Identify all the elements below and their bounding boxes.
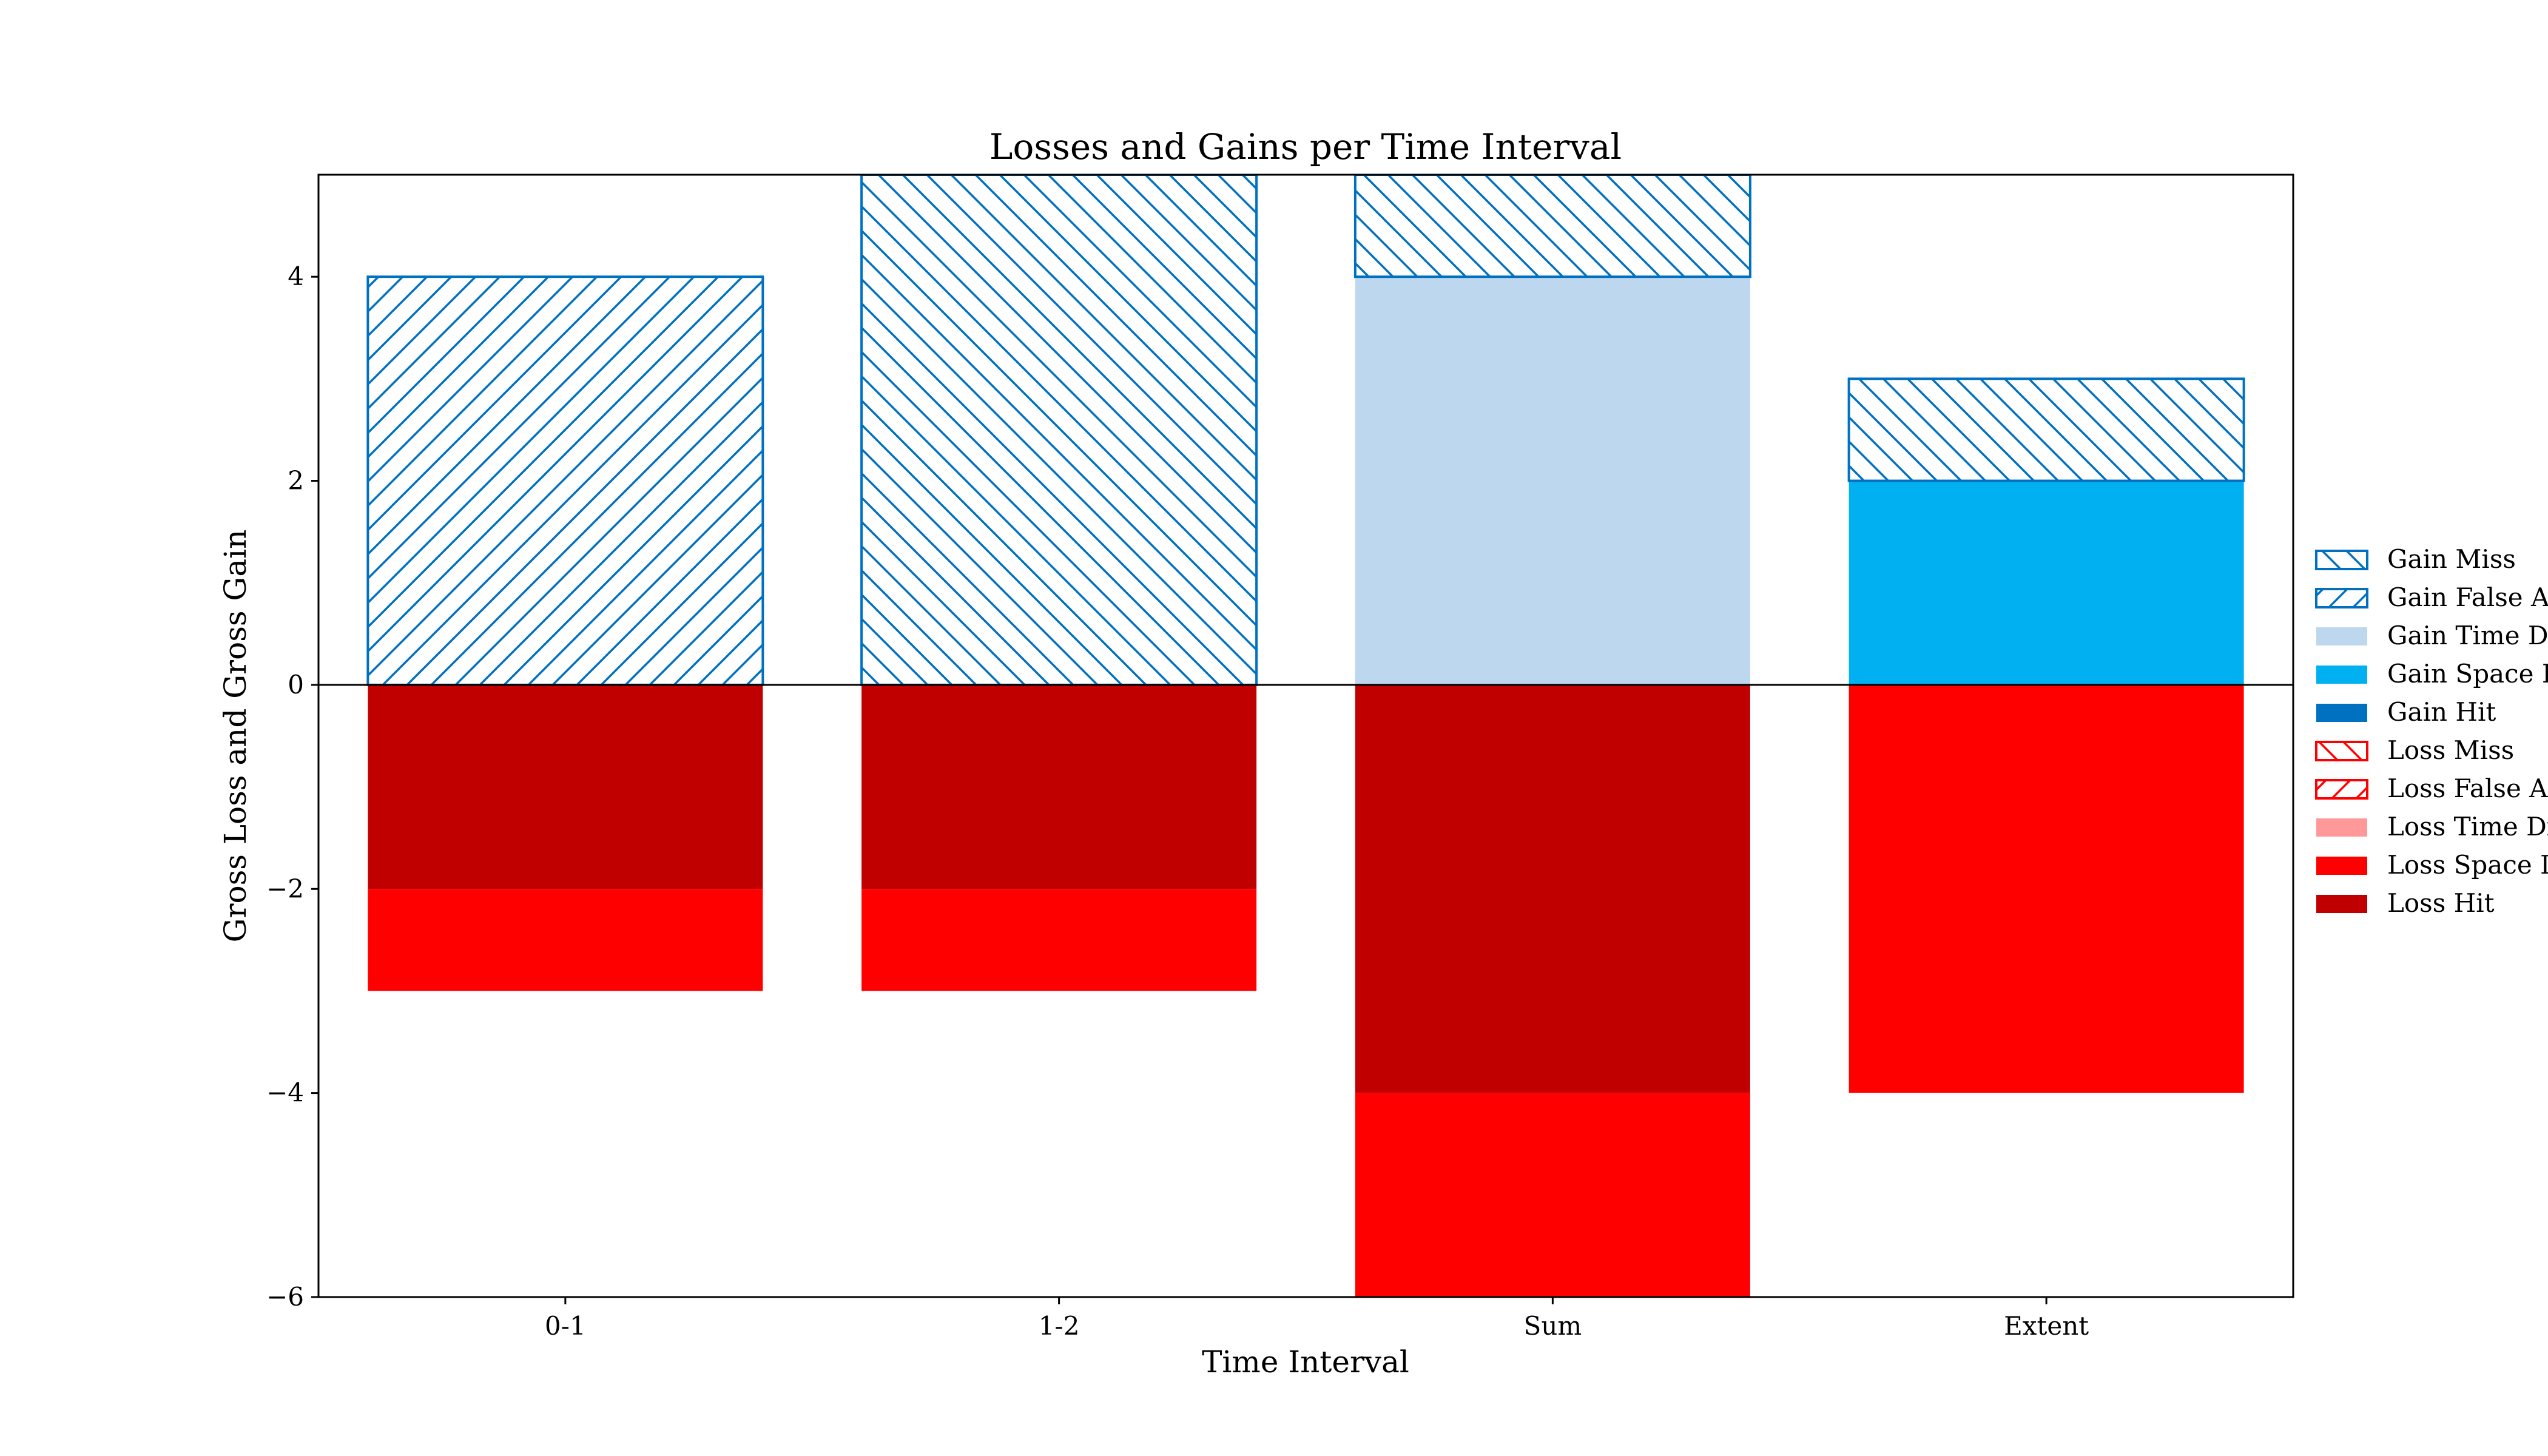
bar-gain-false-alarm-0-1: [366, 275, 764, 686]
y-tick-label: −4: [266, 1078, 304, 1108]
bar-gain-time-displacement-sum: [1355, 277, 1750, 685]
bar-loss-space-displacement-1-2: [861, 889, 1257, 991]
legend-swatch-loss-hit: [2316, 895, 2367, 913]
bar-gain-miss-sum: [1353, 175, 1751, 278]
legend-label: Loss Miss: [2387, 735, 2514, 765]
legend-label: Loss Time Displacement: [2387, 812, 2548, 841]
x-tick-label: 0-1: [545, 1311, 586, 1341]
x-tick-label: Extent: [2004, 1311, 2089, 1341]
bar-gain-space-displacement-extent: [1849, 480, 2244, 685]
legend-swatch-gain-space-displacement: [2316, 666, 2367, 684]
x-tick-label: Sum: [1524, 1311, 1582, 1341]
legend-swatch-loss-space-displacement: [2316, 857, 2367, 875]
legend-label: Gain Hit: [2387, 697, 2496, 727]
y-tick-label: 4: [288, 261, 304, 291]
plot-frame: [317, 174, 2294, 1298]
y-axis-label: Gross Loss and Gross Gain: [218, 530, 253, 943]
legend-swatch-loss-time-displacement: [2316, 818, 2367, 837]
legend-swatch-gain-hit: [2316, 704, 2367, 722]
bar-loss-hit-sum: [1355, 684, 1750, 1093]
y-tick-label: −6: [266, 1282, 304, 1312]
legend-label: Gain False Alarm: [2387, 582, 2548, 612]
legend-label: Gain Space Displacement: [2387, 659, 2548, 689]
legend: Gain Miss Gain False Alarm Gain Time Displ…: [2315, 544, 2548, 918]
legend-swatch-gain-false-alarm: [2315, 588, 2368, 608]
y-tick-label: 0: [288, 670, 304, 699]
legend-label: Loss Space Displacement: [2387, 850, 2548, 880]
bar-loss-space-displacement-0-1: [368, 889, 763, 991]
x-axis-label: Time Interval: [1202, 1344, 1409, 1380]
y-tick-label: −2: [266, 874, 304, 903]
x-axis-ticks: 0-1 1-2 Sum Extent: [545, 1297, 2089, 1341]
legend-label: Loss False Alarm: [2387, 774, 2548, 803]
bar-loss-hit-0-1: [368, 684, 763, 889]
bars-layer: [366, 175, 2245, 1297]
y-tick-label: 2: [288, 466, 304, 496]
x-tick-label: 1-2: [1039, 1311, 1080, 1341]
legend-label: Gain Miss: [2387, 544, 2516, 574]
bar-loss-space-displacement-sum: [1355, 1093, 1750, 1297]
y-axis-ticks: −6 −4 −2 0 2 4: [266, 261, 318, 1312]
bar-loss-space-displacement-extent: [1849, 684, 2244, 1093]
bar-loss-hit-1-2: [861, 684, 1257, 889]
legend-swatch-loss-miss: [2315, 741, 2368, 761]
chart-title: Losses and Gains per Time Interval: [989, 126, 1622, 167]
legend-swatch-gain-time-displacement: [2316, 627, 2367, 645]
legend-swatch-loss-false-alarm: [2315, 779, 2368, 800]
bar-gain-miss-1-2: [860, 175, 1258, 686]
bar-gain-miss-extent: [1847, 377, 2245, 482]
legend-label: Gain Time Displacement: [2387, 621, 2548, 650]
legend-swatch-gain-miss: [2315, 550, 2368, 570]
legend-label: Loss Hit: [2387, 888, 2495, 918]
